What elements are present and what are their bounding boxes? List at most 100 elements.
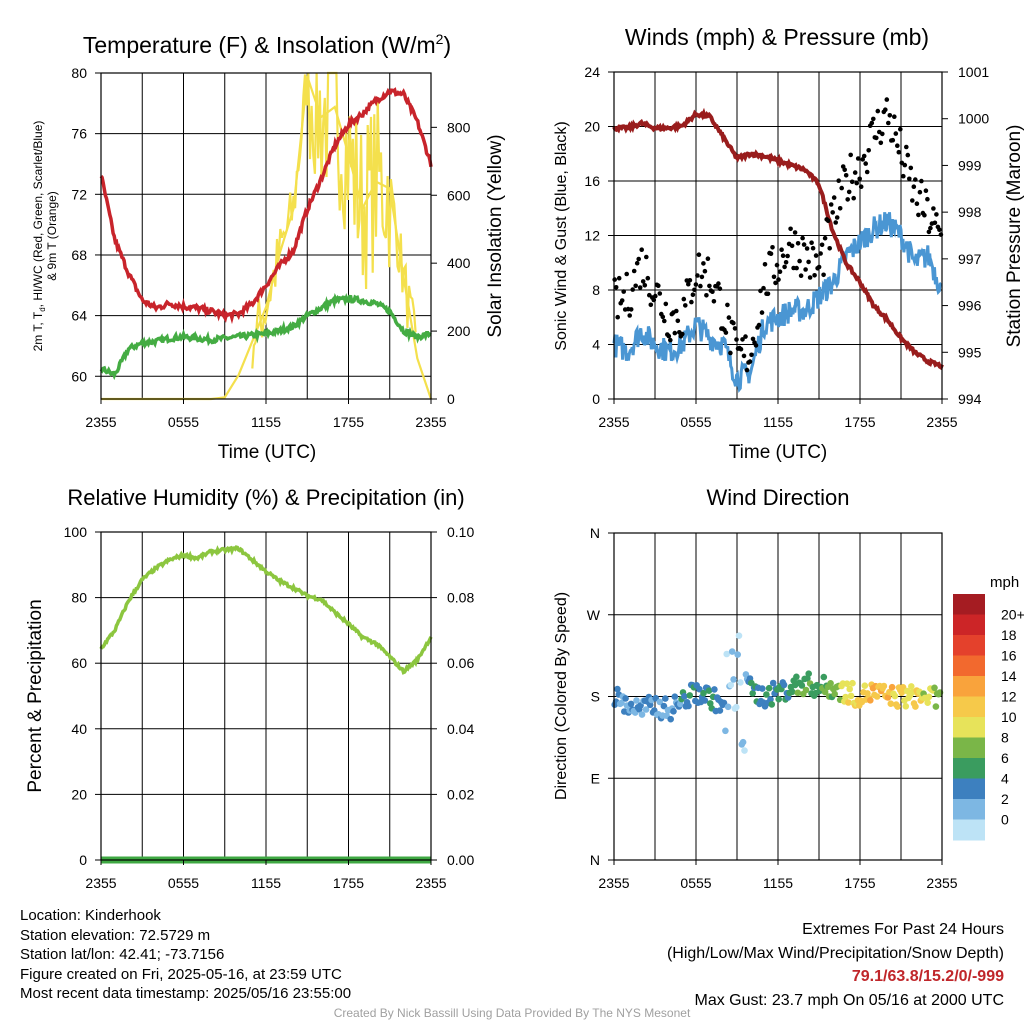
x-tick-label: 2355 [926, 875, 957, 891]
gust-point [810, 245, 816, 251]
gust-point [631, 268, 637, 274]
gust-point [686, 281, 691, 287]
direction-point [730, 676, 737, 683]
x-tick-label: 2355 [415, 875, 446, 891]
gust-point [895, 143, 900, 148]
gust-point [904, 144, 909, 150]
gust-point [800, 235, 805, 241]
gust-point [837, 206, 843, 211]
temperature-line [99, 87, 433, 325]
gust-point [621, 289, 626, 294]
direction-point [685, 702, 692, 710]
colorbar-label: 0 [1001, 812, 1009, 828]
gust-point [795, 241, 801, 246]
direction-point [925, 693, 933, 701]
gust-point [750, 336, 756, 342]
direction-point [891, 692, 899, 700]
gust-point [749, 352, 754, 358]
gust-point [723, 330, 729, 335]
y-tick-label: 80 [71, 65, 87, 81]
gust-point [681, 296, 687, 302]
direction-tick-labels: 2355 0555 1155 1755 2355 N E S W N [587, 525, 958, 891]
gust-point [892, 114, 897, 119]
gust-point [864, 169, 870, 175]
colorbar-swatch [953, 737, 985, 759]
colorbar-label: 12 [1001, 689, 1017, 705]
humidity-panel: Relative Humidity (%) & Precipitation (i… [25, 485, 474, 891]
gust-point [852, 170, 858, 175]
gust-point [645, 275, 651, 281]
direction-point [861, 682, 869, 689]
y-tick-label: 76 [71, 126, 87, 142]
direction-point [827, 680, 834, 687]
direction-point [705, 687, 713, 694]
y-tick-label: 0 [592, 391, 600, 407]
gust-point [642, 283, 648, 288]
direction-point [739, 738, 747, 746]
temperature-xlabel: Time (UTC) [218, 442, 317, 463]
gust-point [728, 350, 733, 356]
gust-point [704, 293, 709, 298]
gust-point [866, 148, 871, 153]
gust-point [675, 318, 681, 324]
x-tick-label: 0555 [168, 414, 199, 430]
gust-point [816, 264, 822, 270]
insolation-right-ylabel: Solar Insolation (Yellow) [485, 134, 506, 337]
gust-point [917, 189, 923, 195]
y2-tick-label: 0.00 [447, 852, 474, 868]
y2-tick-label: 994 [958, 391, 982, 407]
winds-xlabel: Time (UTC) [729, 442, 828, 463]
gust-point [902, 162, 908, 168]
gust-point [696, 252, 702, 257]
gust-point [777, 269, 783, 275]
direction-point [821, 688, 829, 696]
gust-point [756, 322, 762, 328]
y-tick-label: W [587, 607, 601, 623]
direction-point [662, 695, 669, 702]
gust-point [874, 135, 879, 141]
x-tick-label: 0555 [680, 414, 711, 430]
gust-point [828, 202, 834, 207]
humidity-line [99, 545, 433, 675]
direction-left-ylabel: Direction (Colored By Speed) [553, 592, 570, 800]
x-tick-label: 1755 [844, 414, 875, 430]
direction-point [627, 700, 635, 708]
direction-point [802, 686, 810, 694]
colorbar-label: 6 [1001, 750, 1009, 766]
gust-point [780, 253, 786, 258]
direction-point [614, 685, 621, 693]
y-tick-label: 72 [71, 186, 87, 202]
humidity-grid [101, 532, 431, 860]
y2-tick-label: 997 [958, 251, 982, 267]
direction-point [820, 673, 828, 681]
y-tick-label: N [590, 852, 600, 868]
gust-point [725, 302, 730, 308]
colorbar-swatch [953, 696, 985, 718]
temperature-tick-labels: 2355 0555 1155 1755 235560646872768002004006… [71, 65, 470, 430]
x-tick-label: 0555 [168, 875, 199, 891]
direction-point [898, 689, 905, 696]
gust-point [932, 220, 938, 226]
station-location: Location: Kinderhook [20, 907, 161, 924]
y2-tick-label: 0 [447, 391, 455, 407]
y-tick-label: 60 [71, 368, 87, 384]
direction-point [656, 698, 664, 706]
x-tick-label: 2355 [598, 875, 629, 891]
y2-tick-label: 998 [958, 204, 982, 220]
gust-point [854, 180, 859, 186]
y-tick-label: 60 [71, 655, 87, 671]
gust-point [861, 153, 867, 159]
gust-point [863, 161, 868, 166]
direction-point [767, 696, 774, 703]
gust-point [624, 271, 629, 277]
gust-point [908, 165, 914, 171]
gust-point [869, 120, 875, 126]
gust-point [804, 246, 810, 251]
max-gust: Max Gust: 23.7 mph On 05/16 at 2000 UTC [694, 991, 1005, 1009]
gust-point [836, 178, 841, 183]
direction-point [734, 651, 741, 658]
gust-point [689, 299, 694, 305]
direction-point [759, 685, 766, 692]
direction-point [845, 699, 852, 706]
extremes-box: Extremes For Past 24 Hours (High/Low/Max… [667, 918, 1004, 1012]
